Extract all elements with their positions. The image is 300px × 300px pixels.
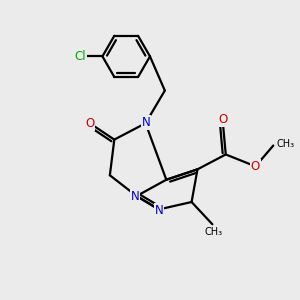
Text: Cl: Cl [74,50,86,63]
Text: O: O [85,117,94,130]
Text: CH₃: CH₃ [205,227,223,237]
Text: O: O [218,113,227,126]
Text: CH₃: CH₃ [276,139,294,149]
Text: N: N [131,190,140,203]
Text: N: N [142,116,151,129]
Text: N: N [154,203,163,217]
Text: O: O [251,160,260,173]
